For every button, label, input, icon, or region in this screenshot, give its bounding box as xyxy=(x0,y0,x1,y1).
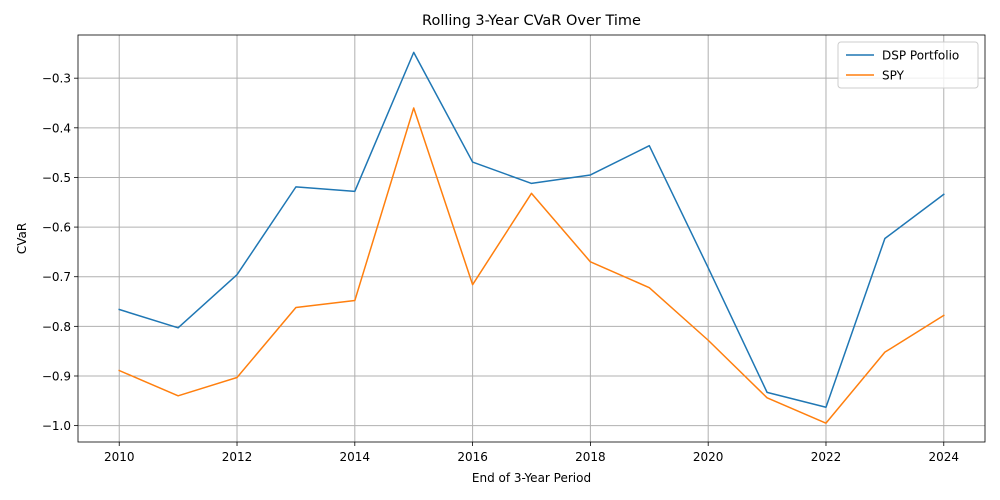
x-tick-label: 2020 xyxy=(693,450,724,464)
series-line-spy xyxy=(118,107,945,424)
x-tick-label: 2024 xyxy=(928,450,959,464)
legend-label: SPY xyxy=(882,69,905,83)
x-tick-label: 2016 xyxy=(457,450,488,464)
grid xyxy=(78,35,985,442)
y-tick-label: −0.9 xyxy=(42,369,71,383)
chart-title: Rolling 3-Year CVaR Over Time xyxy=(422,13,641,29)
series-lines xyxy=(118,51,945,424)
y-axis-label: CVaR xyxy=(15,223,29,254)
plot-area-frame xyxy=(77,34,986,443)
legend-label: DSP Portfolio xyxy=(882,49,959,63)
y-tick-label: −1.0 xyxy=(42,419,71,433)
y-tick-label: −0.3 xyxy=(42,72,71,86)
x-tick-label: 2022 xyxy=(811,450,842,464)
legend-box xyxy=(837,41,979,89)
x-axis-label: End of 3-Year Period xyxy=(472,471,591,485)
y-tick-label: −0.8 xyxy=(42,320,71,334)
y-tick-label: −0.7 xyxy=(42,270,71,284)
legend: DSP Portfolio SPY xyxy=(837,41,979,89)
y-tick-label: −0.4 xyxy=(42,121,71,135)
axis-ticks: 2010 2012 2014 2016 2018 2020 2022 2024 −1.0 −0.9… xyxy=(42,72,959,464)
x-tick-label: 2010 xyxy=(104,450,135,464)
y-tick-label: −0.5 xyxy=(42,171,71,185)
y-tick-label: −0.6 xyxy=(42,221,71,235)
x-tick-label: 2012 xyxy=(222,450,253,464)
x-tick-label: 2018 xyxy=(575,450,606,464)
x-tick-label: 2014 xyxy=(340,450,371,464)
series-line-dsp-portfolio xyxy=(118,51,945,409)
